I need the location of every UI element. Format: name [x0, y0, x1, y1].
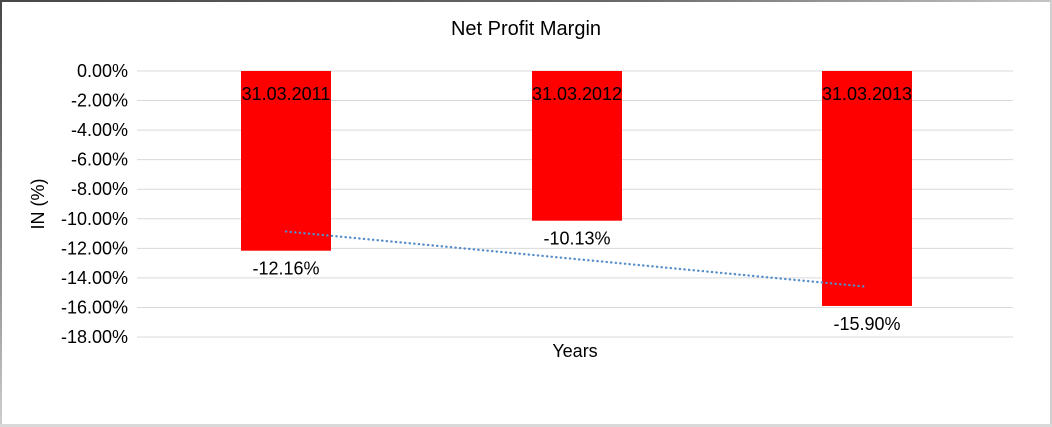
y-tick-label: -6.00% — [71, 150, 128, 170]
value-label: -15.90% — [833, 314, 900, 334]
chart-border-left — [0, 0, 2, 427]
y-tick-label: -4.00% — [71, 120, 128, 140]
chart-border-bottom — [0, 424, 1052, 427]
y-tick-label: -14.00% — [61, 268, 128, 288]
y-tick-label: -16.00% — [61, 297, 128, 317]
category-label: 31.03.2012 — [532, 84, 622, 104]
y-tick-label: -8.00% — [71, 179, 128, 199]
trendline — [284, 230, 869, 288]
value-label: -12.16% — [252, 259, 319, 279]
value-label: -10.13% — [543, 229, 610, 249]
chart-border-right — [1050, 0, 1052, 427]
y-tick-label: -12.00% — [61, 238, 128, 258]
bar — [532, 71, 622, 221]
chart-border-top — [0, 0, 1052, 2]
y-axis-title: IN (%) — [28, 178, 48, 230]
y-tick-label: -10.00% — [61, 209, 128, 229]
bar — [241, 71, 331, 251]
y-tick-label: -2.00% — [71, 91, 128, 111]
category-label: 31.03.2011 — [242, 84, 331, 104]
bar — [822, 71, 912, 306]
chart-title: Net Profit Margin — [450, 18, 602, 40]
y-tick-label: 0.00% — [77, 61, 128, 81]
category-label: 31.03.2013 — [822, 84, 912, 104]
x-axis-title: Years — [552, 341, 598, 361]
y-tick-label: -18.00% — [61, 327, 128, 347]
